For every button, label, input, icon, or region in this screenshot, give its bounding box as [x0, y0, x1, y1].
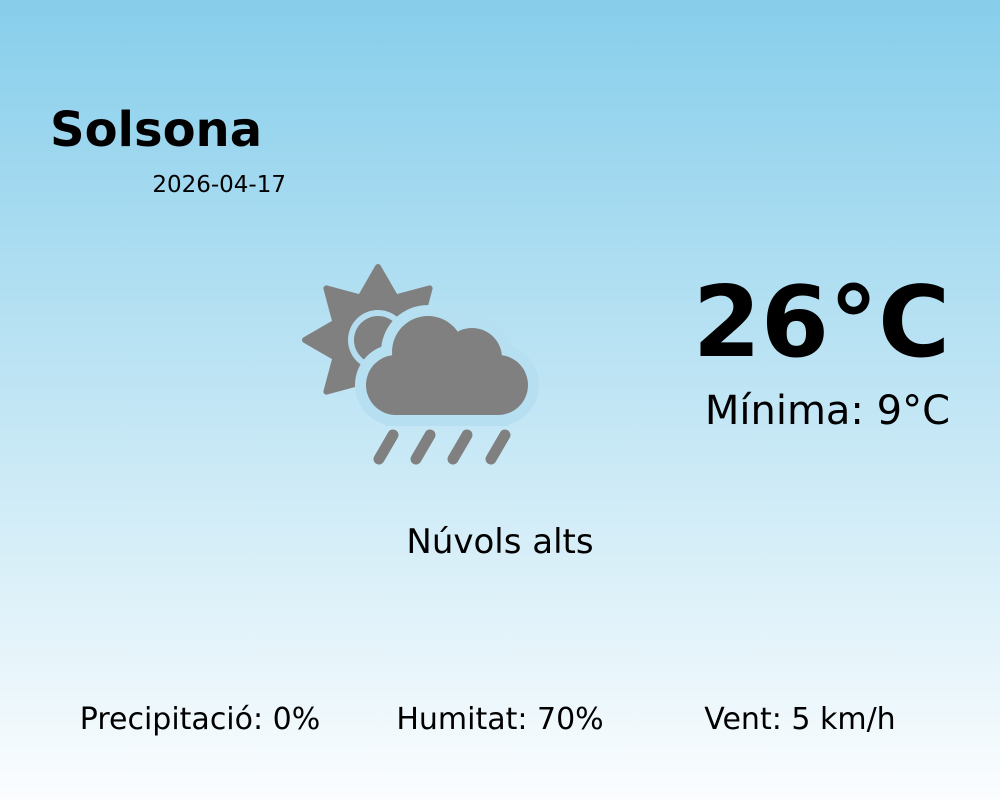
- humidity-stat: Humitat: 70%: [396, 702, 604, 737]
- city-name: Solsona: [50, 102, 263, 158]
- cloud-icon: [355, 305, 539, 426]
- weather-condition: Núvols alts: [406, 522, 594, 562]
- minimum-temperature: Mínima: 9°C: [704, 388, 950, 434]
- current-temperature: 26°C: [692, 266, 950, 380]
- precipitation-stat: Precipitació: 0%: [79, 702, 321, 737]
- forecast-date: 2026-04-17: [152, 172, 286, 198]
- rain-icon: [373, 429, 511, 465]
- wind-stat: Vent: 5 km/h: [704, 702, 896, 737]
